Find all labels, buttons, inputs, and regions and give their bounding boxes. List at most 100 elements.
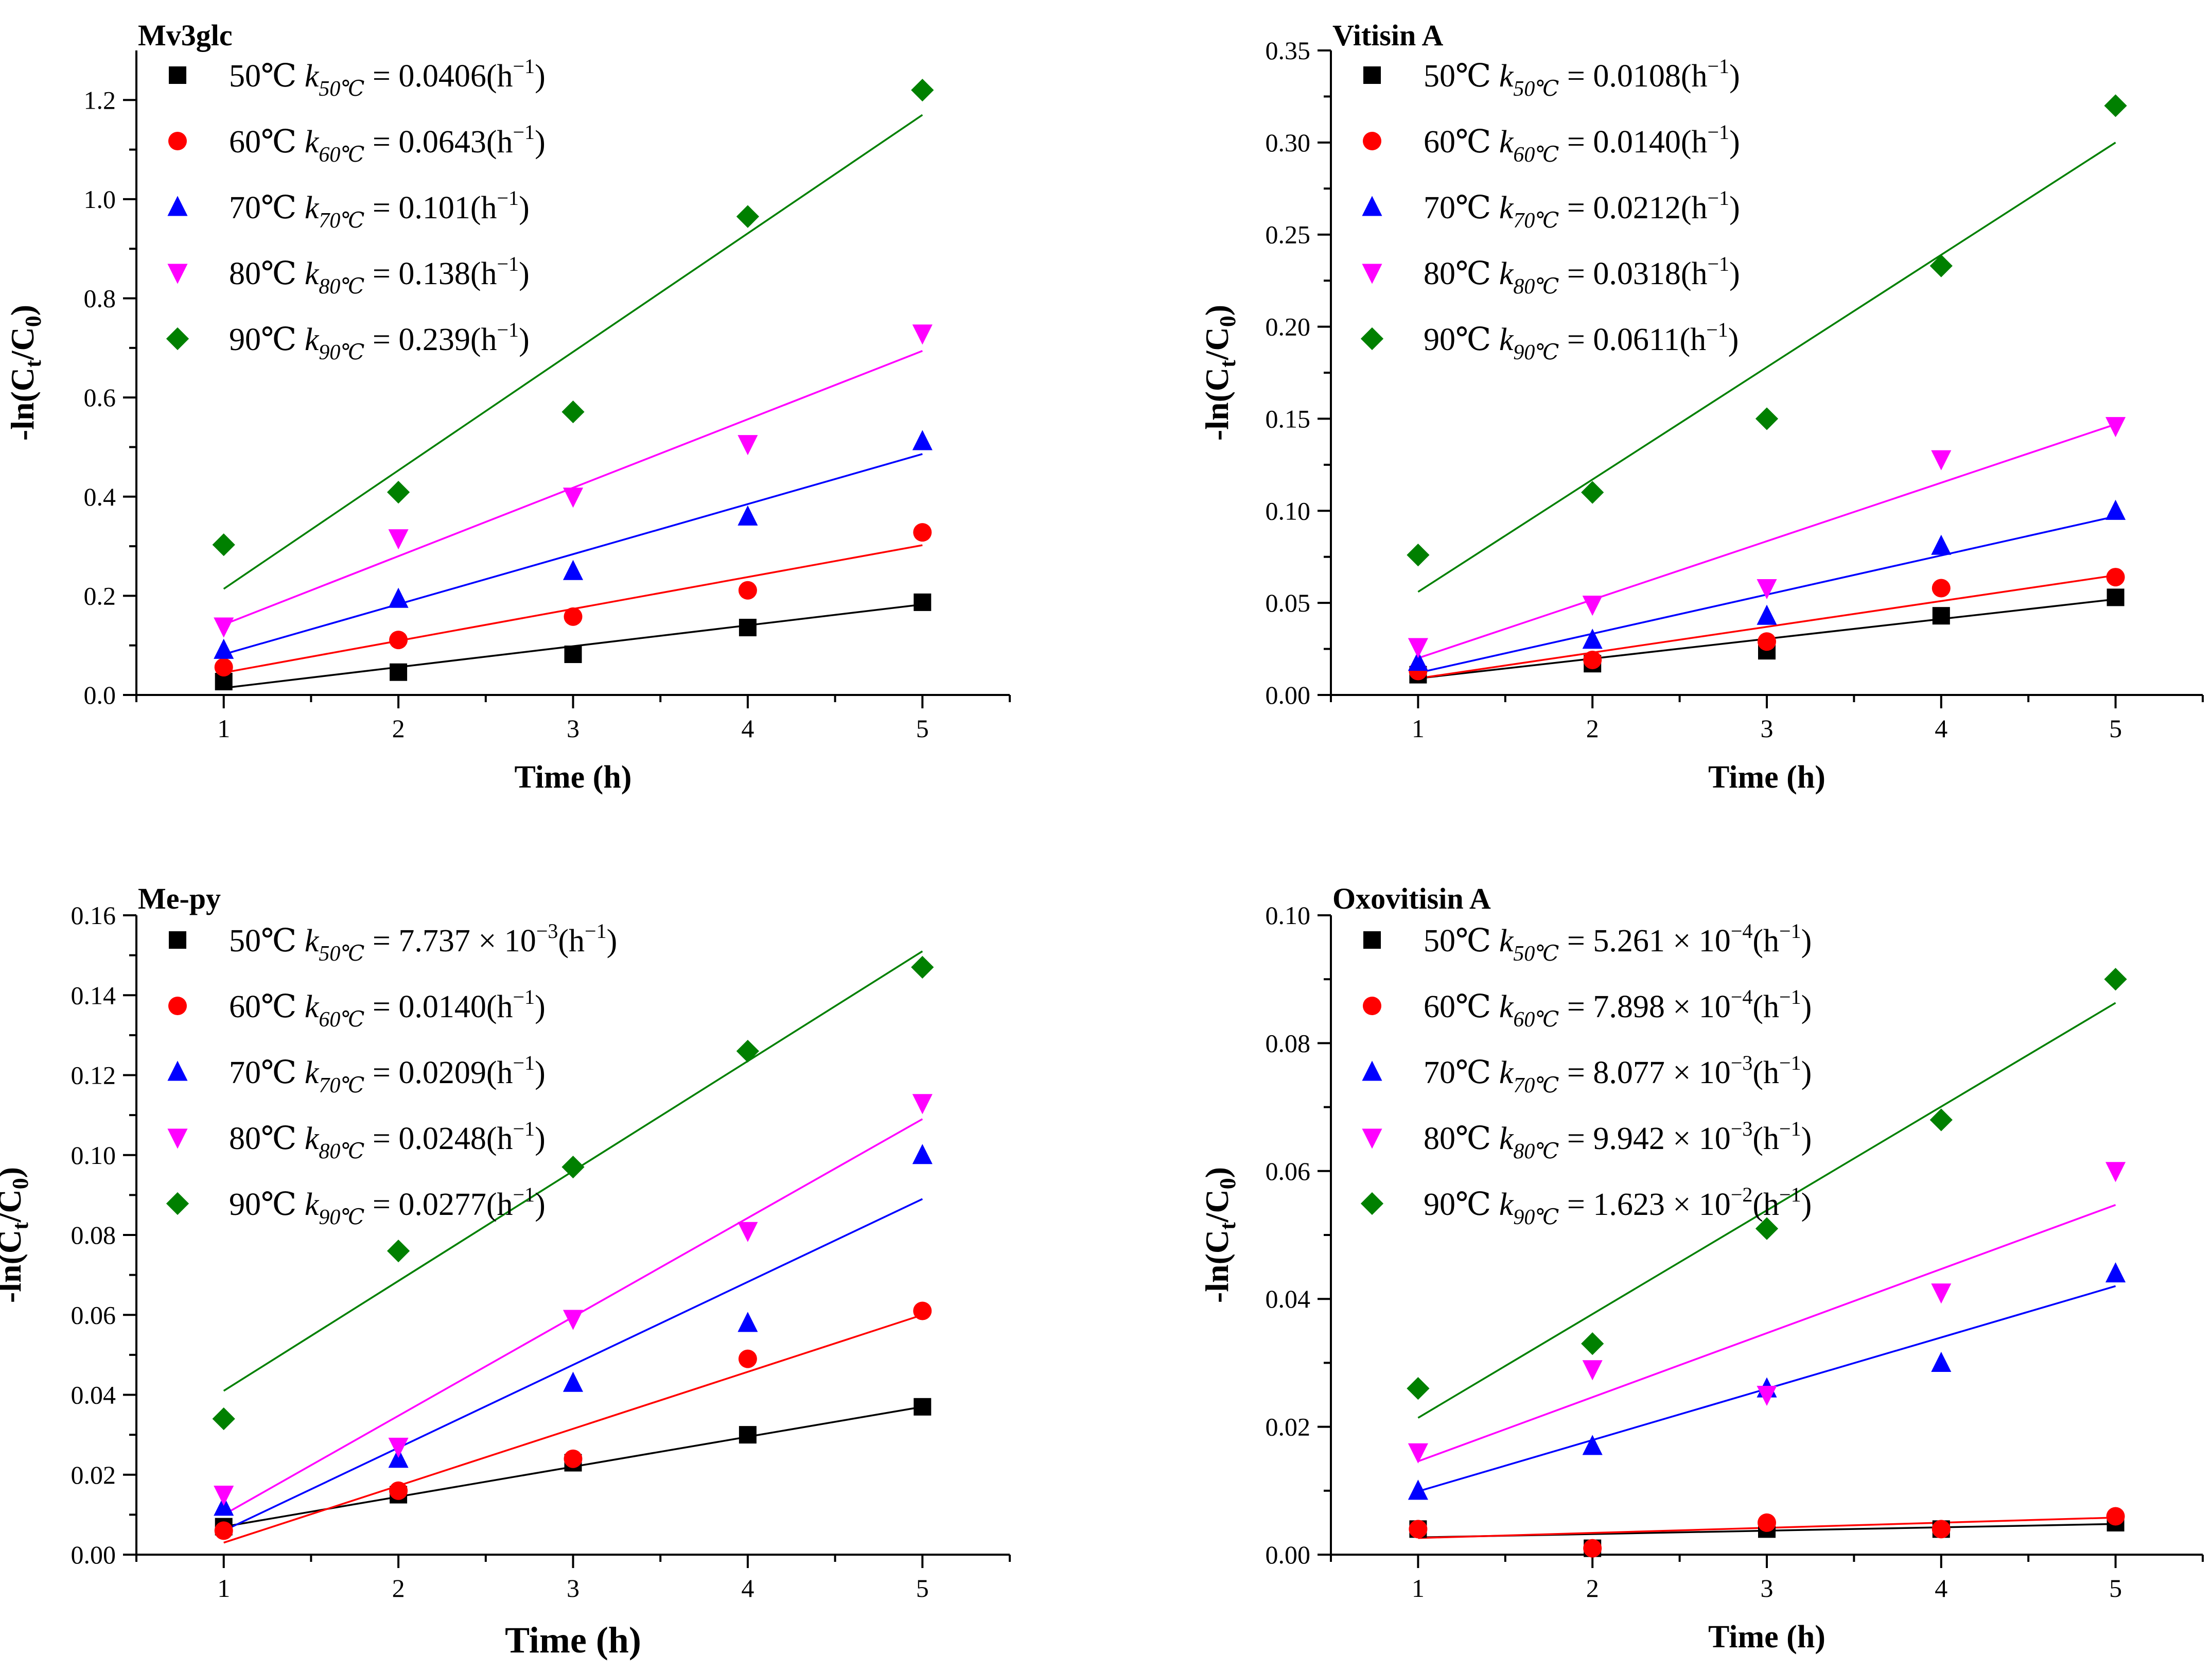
data-point: [563, 1371, 584, 1392]
legend-sub: 70℃: [1513, 1074, 1559, 1098]
legend-sub: 90℃: [319, 341, 364, 364]
y-axis-label: -ln(Ct/C0): [1199, 1167, 1240, 1303]
data-point: [1755, 1217, 1779, 1240]
legend-label: 50℃ k50℃ = 0.0406(h−1): [229, 55, 546, 101]
y-tick-label: 0.12: [71, 1061, 116, 1090]
y-tick-label: 0.10: [1266, 496, 1311, 525]
legend-label: 80℃ k80℃ = 0.138(h−1): [229, 252, 530, 299]
legend-marker: [1360, 1192, 1384, 1215]
legend-tail: ): [1729, 125, 1740, 160]
legend-tail: ): [1728, 322, 1739, 357]
legend-sub: 80℃: [1513, 275, 1559, 299]
legend-tail: ): [519, 190, 530, 225]
legend-sub: 60℃: [319, 1008, 364, 1032]
y-tick-label: 0.04: [71, 1381, 116, 1409]
legend-k: k: [1499, 125, 1514, 160]
data-point: [912, 1094, 933, 1115]
data-point: [214, 617, 234, 638]
legend-k: k: [1499, 256, 1514, 291]
x-tick-label: 2: [392, 1574, 405, 1603]
legend-marker: [167, 1060, 188, 1081]
legend-sup: −1: [497, 318, 519, 341]
legend-sup: −2: [1731, 1183, 1753, 1206]
legend-eq: = 1.623 × 10: [1559, 1187, 1730, 1222]
data-point: [2105, 499, 2126, 520]
legend-sup: −3: [1731, 1051, 1753, 1074]
y-tick-label: 0.02: [1266, 1413, 1311, 1441]
legend-marker: [1363, 931, 1381, 949]
legend-tail: ): [519, 322, 530, 357]
data-point: [1931, 1283, 1952, 1304]
legend-label: 60℃ k60℃ = 0.0643(h−1): [229, 120, 546, 167]
data-point: [2106, 568, 2125, 587]
data-point: [389, 1481, 408, 1500]
y-tick-label: 0.10: [71, 1141, 116, 1170]
panel-title: Mv3glc: [138, 19, 233, 52]
data-point: [738, 435, 758, 456]
legend-eq: = 0.0140(h: [364, 989, 513, 1024]
y-axis-label-part: /C: [4, 327, 41, 360]
legend-label: 50℃ k50℃ = 7.737 × 10−3(h−1): [229, 919, 617, 966]
y-tick-label: 0.35: [1266, 36, 1311, 65]
legend-tail: ): [607, 924, 618, 959]
x-tick-label: 5: [2109, 714, 2122, 743]
legend-tail: ): [535, 1055, 546, 1090]
legend-temp: 60℃: [229, 125, 305, 160]
legend-marker: [1363, 997, 1381, 1015]
legend-sub: 60℃: [319, 143, 364, 167]
data-point: [214, 658, 233, 677]
data-point: [1583, 1539, 1602, 1558]
x-tick-label: 3: [1761, 714, 1774, 743]
x-tick-label: 1: [217, 1574, 230, 1603]
legend-marker: [167, 196, 188, 216]
legend-marker: [169, 931, 186, 949]
legend-label: 70℃ k70℃ = 8.077 × 10−3(h−1): [1424, 1051, 1812, 1098]
data-point: [561, 1155, 585, 1179]
legend-sub: 90℃: [1513, 341, 1559, 364]
y-axis-label-part: ): [4, 305, 41, 316]
data-point: [1408, 638, 1428, 658]
data-point: [1583, 651, 1602, 670]
y-tick-label: 0.30: [1266, 128, 1311, 157]
legend-k: k: [305, 59, 320, 94]
data-point: [1757, 579, 1777, 600]
y-axis-label-part: /C: [0, 1189, 28, 1223]
data-point: [1409, 1520, 1428, 1539]
legend-tail: ): [519, 256, 530, 291]
data-point: [2104, 94, 2127, 117]
panel-title: Oxovitisin A: [1332, 882, 1491, 915]
x-axis-label: Time (h): [1708, 760, 1825, 795]
legend-temp: 50℃: [1424, 59, 1499, 94]
legend-marker: [1362, 1060, 1382, 1081]
legend-sup: −1: [585, 919, 607, 943]
data-point: [738, 581, 757, 600]
legend-label: 70℃ k70℃ = 0.0209(h−1): [229, 1051, 546, 1098]
legend-eq: = 0.0611(h: [1559, 322, 1706, 357]
legend-sup: −1: [1706, 318, 1728, 341]
data-point: [214, 1486, 234, 1506]
data-point: [214, 1521, 233, 1540]
data-point: [739, 1426, 757, 1444]
data-point: [1931, 534, 1952, 555]
legend-k: k: [305, 322, 320, 357]
y-tick-label: 0.6: [84, 383, 116, 412]
data-point: [563, 1310, 584, 1330]
legend-tail: (h: [1752, 1055, 1779, 1090]
data-point: [911, 78, 934, 102]
y-tick-label: 0.00: [1266, 1540, 1311, 1569]
legend-eq: = 0.138(h: [364, 256, 497, 291]
x-tick-label: 5: [2109, 1574, 2122, 1603]
y-tick-label: 0.16: [71, 901, 116, 930]
legend-sup: −3: [536, 919, 558, 943]
data-point: [1929, 254, 1953, 277]
y-axis-label-sub: t: [21, 360, 46, 368]
legend-sup: −1: [513, 985, 535, 1008]
data-point: [2106, 1507, 2125, 1526]
y-tick-label: 0.06: [1266, 1157, 1311, 1186]
legend-temp: 50℃: [229, 924, 305, 959]
legend-marker: [168, 132, 187, 150]
legend-sup: −1: [513, 120, 535, 144]
y-tick-label: 0.00: [1266, 681, 1311, 709]
fit-line: [1417, 1002, 2116, 1419]
data-point: [561, 400, 585, 424]
